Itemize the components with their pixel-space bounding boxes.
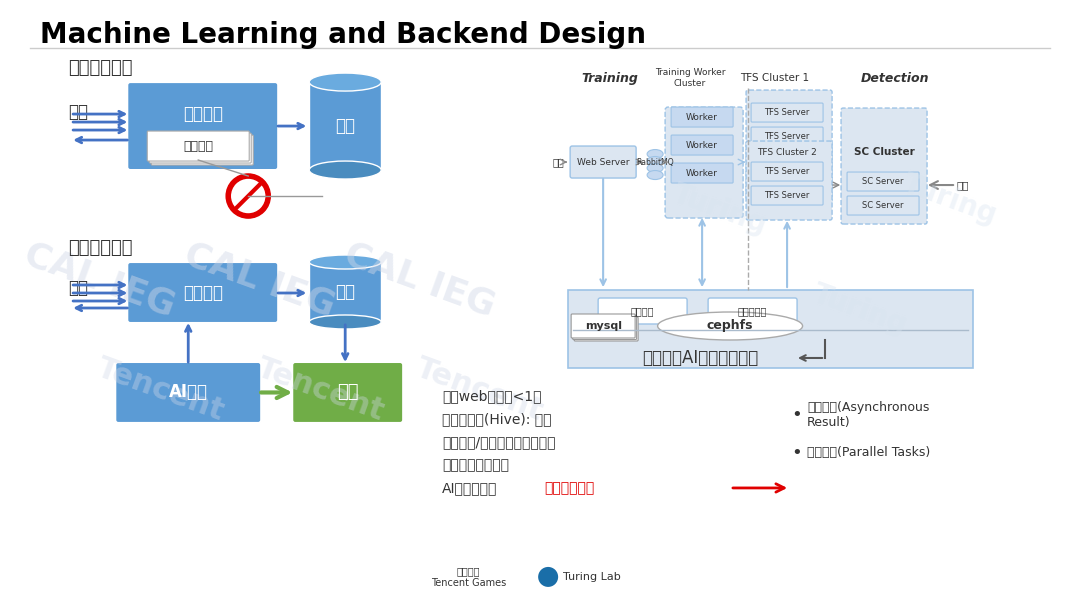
Text: cephfs: cephfs [706,319,754,333]
Text: TFS Cluster 1: TFS Cluster 1 [741,73,810,83]
Text: 训练: 训练 [337,384,359,401]
Text: TFS Server: TFS Server [765,190,810,199]
Text: •: • [792,406,802,424]
FancyBboxPatch shape [847,196,919,215]
Text: Turing: Turing [669,180,771,240]
Text: SC Server: SC Server [862,201,904,210]
Ellipse shape [647,170,663,179]
Text: Training: Training [582,72,638,85]
Text: 腾讯游戏
Tencent Games: 腾讯游戏 Tencent Games [431,566,505,588]
Text: 业务逻辑: 业务逻辑 [183,105,222,123]
Text: Turing: Turing [809,280,912,340]
Text: Turing Lab: Turing Lab [563,572,621,582]
Text: 请求: 请求 [68,279,89,297]
FancyBboxPatch shape [293,362,403,423]
Text: 并行任务(Parallel Tasks): 并行任务(Parallel Tasks) [807,446,930,460]
Ellipse shape [658,312,802,340]
FancyBboxPatch shape [751,127,823,146]
Ellipse shape [647,164,663,173]
FancyBboxPatch shape [751,186,823,205]
Text: Detection: Detection [861,72,929,85]
Text: AI模型: AI模型 [168,384,207,401]
Text: SC Server: SC Server [862,176,904,185]
Text: Web Server: Web Server [577,157,630,167]
Ellipse shape [309,315,381,329]
Text: Tencent: Tencent [93,353,228,426]
Text: Turing: Turing [899,170,1001,230]
Text: 文件上传/下载：几秒至几小时: 文件上传/下载：几秒至几小时 [442,435,556,449]
Ellipse shape [309,161,381,179]
Text: CAL IEG: CAL IEG [180,237,340,323]
Text: 请求: 请求 [68,103,89,121]
FancyBboxPatch shape [841,108,927,224]
FancyBboxPatch shape [570,146,636,178]
Text: 图片: 图片 [957,180,969,190]
Text: 视频: 视频 [552,157,564,167]
Text: TFS Cluster 2: TFS Cluster 2 [757,148,816,156]
FancyBboxPatch shape [127,82,279,170]
Text: 传统后端系统: 传统后端系统 [68,59,133,77]
Text: mysql: mysql [584,321,622,331]
Text: 视频处理：几分钟: 视频处理：几分钟 [442,458,509,472]
Text: Tencent: Tencent [253,353,388,426]
Text: 识别模型库: 识别模型库 [738,306,767,316]
FancyBboxPatch shape [751,162,823,181]
FancyBboxPatch shape [571,314,635,338]
Text: CAL IEG: CAL IEG [21,237,180,323]
FancyBboxPatch shape [746,141,832,220]
Text: 异步结果(Asynchronous
Result): 异步结果(Asynchronous Result) [807,401,930,429]
Ellipse shape [647,150,663,159]
FancyBboxPatch shape [116,362,261,423]
FancyBboxPatch shape [671,163,733,183]
Text: Worker: Worker [686,168,718,178]
FancyBboxPatch shape [598,298,687,324]
FancyBboxPatch shape [575,317,638,341]
Ellipse shape [309,255,381,269]
FancyBboxPatch shape [847,172,919,191]
Text: 业务逻辑: 业务逻辑 [183,283,222,302]
Text: TFS Server: TFS Server [765,167,810,176]
Text: 大数据读取(Hive): 分钟: 大数据读取(Hive): 分钟 [442,412,552,426]
FancyBboxPatch shape [665,107,743,218]
Text: 逻辑规则: 逻辑规则 [184,140,213,153]
FancyBboxPatch shape [572,316,636,339]
Text: 一个图片AI检测系统框架: 一个图片AI检测系统框架 [642,349,758,367]
FancyBboxPatch shape [671,135,733,155]
FancyBboxPatch shape [149,133,252,163]
Circle shape [538,567,558,587]
Text: SC Cluster: SC Cluster [853,147,915,157]
FancyBboxPatch shape [708,298,797,324]
Text: 数据: 数据 [335,117,355,135]
Text: Training Worker
Cluster: Training Worker Cluster [654,68,726,88]
Text: Worker: Worker [686,112,718,122]
Ellipse shape [647,156,663,165]
Text: RabbitMQ: RabbitMQ [636,157,674,167]
Polygon shape [309,262,381,322]
Text: TFS Server: TFS Server [765,108,810,117]
Text: CAL IEG: CAL IEG [340,237,500,323]
Text: 素材视频: 素材视频 [631,306,653,316]
Text: 一般web请求：<1秒: 一般web请求：<1秒 [442,389,542,403]
Text: Machine Learning and Backend Design: Machine Learning and Backend Design [40,21,646,49]
Text: 数据: 数据 [335,283,355,301]
Text: Worker: Worker [686,140,718,150]
FancyBboxPatch shape [127,262,279,323]
FancyBboxPatch shape [671,107,733,127]
Polygon shape [309,82,381,170]
FancyBboxPatch shape [746,90,832,202]
Text: •: • [792,444,802,462]
Text: 几小时或几天: 几小时或几天 [544,481,594,495]
FancyBboxPatch shape [751,103,823,122]
Text: Tencent: Tencent [413,353,548,426]
FancyBboxPatch shape [151,135,253,165]
FancyBboxPatch shape [568,290,973,368]
Text: 基于机器学习: 基于机器学习 [68,239,133,257]
FancyBboxPatch shape [147,131,249,161]
Text: AI模型训练：: AI模型训练： [442,481,498,495]
Text: TFS Server: TFS Server [765,131,810,140]
Ellipse shape [309,73,381,91]
Circle shape [228,176,268,216]
